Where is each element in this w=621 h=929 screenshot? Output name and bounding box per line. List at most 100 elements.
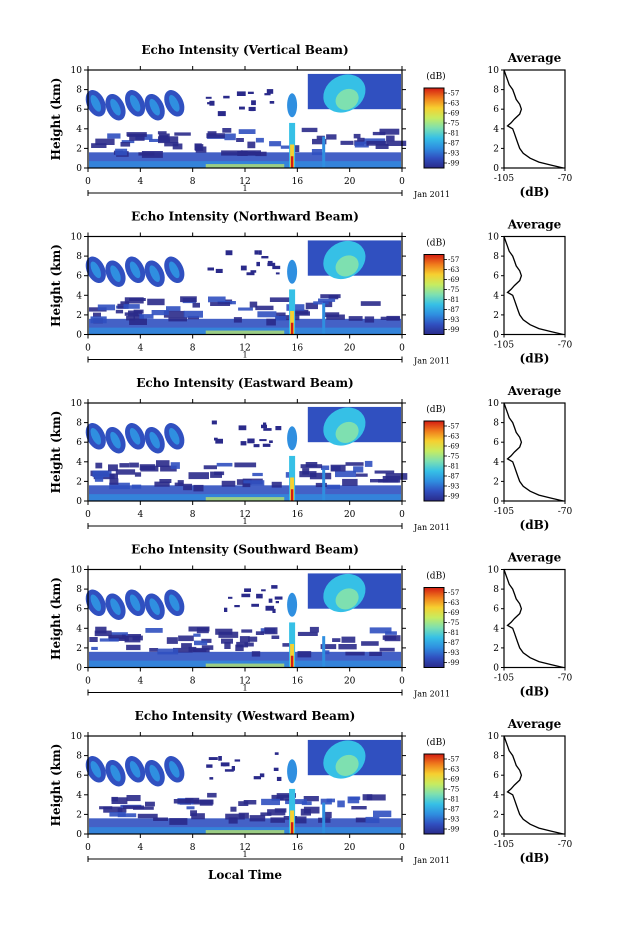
colorbar [423,753,445,835]
colorbar-unit: (dB) [426,737,445,748]
y-axis-label: Height (km) [49,744,63,827]
x-tick-label: 16 [292,677,304,687]
average-x-tick-label: -70 [558,840,573,850]
y-tick-label: 0 [76,331,82,341]
upper-cloud-peak [335,421,359,443]
colorbar-tick-label: -99 [448,659,459,667]
echo-cell-mid [357,137,365,142]
echo-cell-mid [166,306,181,312]
x-axis-label: Local Time [208,868,282,882]
average-y-tick-label: 2 [493,810,499,820]
echo-cell-mid [243,151,256,156]
x-tick-label: 16 [292,344,304,354]
panel-title: Echo Intensity (Northward Beam) [131,210,359,224]
echo-cell-mid [97,304,116,311]
echo-cell-mid [360,301,381,306]
echo-cell-mid [173,799,192,804]
colorbar-tick-label: -75 [448,120,459,128]
echo-cell-upper [256,593,263,599]
convective-anvil [287,93,298,118]
echo-cell-mid [92,470,112,478]
echo-cell-mid [323,811,332,818]
echo-cell-mid [221,480,236,487]
colorbar-tick-label: -99 [448,493,459,501]
colorbar [423,87,445,169]
echo-cell-mid [353,133,361,139]
average-title: Average [507,551,562,565]
echo-cell-mid [305,302,318,310]
x-tick-label: 8 [190,843,196,853]
echo-cell-mid [108,634,126,640]
echo-cell-mid [132,635,143,641]
colorbar-tick-label: -75 [448,786,459,794]
echo-cell-mid [208,296,226,303]
x-tick-label: 0 [399,677,405,687]
echo-cell-upper [247,91,254,94]
echo-cell-mid [206,133,225,139]
echo-cell-upper [240,441,247,446]
echo-cell-mid [117,813,137,818]
echo-cell-mid [194,640,208,646]
echo-cell-upper [275,601,279,604]
echo-cell-mid [312,138,327,145]
x-tick-label: 20 [344,677,356,687]
echo-cell-mid [257,311,277,318]
x-tick-label: 12 [239,510,250,520]
echo-cell-upper [268,598,273,603]
echo-cell-mid [370,479,389,483]
average-y-tick-label: 4 [493,125,499,135]
echo-cell-mid [99,806,113,810]
echo-cell-mid [93,312,101,317]
x-tick-label: 8 [190,510,196,520]
echo-cell-mid [107,133,121,139]
x-tick-label: 20 [344,843,356,853]
upper-cloud-peak [335,88,359,110]
average-y-tick-label: 2 [493,144,499,154]
echo-cell-mid [91,646,98,650]
echo-cell-mid [203,465,217,470]
echo-cell-mid [221,150,243,156]
echo-cell-mid [201,645,214,650]
echo-cell-mid [271,635,280,639]
echo-cell-mid [280,145,293,149]
x-tick-label: 0 [399,843,405,853]
average-y-tick-label: 6 [493,771,499,781]
echo-cloud-core [169,594,180,612]
average-y-tick-label: 2 [493,644,499,654]
colorbar-tick-label: -99 [448,826,459,834]
precip-streak [322,636,326,668]
echo-cell-mid [320,644,337,650]
echo-cell-upper [220,762,230,767]
average-y-tick-label: 8 [493,252,499,262]
echo-cell-mid [120,142,131,147]
echo-cloud-core [129,760,141,778]
x-tick-label: 0 [85,177,91,187]
x-tick-label: 0 [399,510,405,520]
y-tick-label: 8 [76,419,82,429]
echo-cell-upper [215,438,223,444]
echo-cell-mid [320,798,332,805]
y-tick-label: 2 [76,144,82,154]
average-title: Average [507,717,562,731]
echo-cell-mid [233,317,242,323]
y-tick-label: 8 [76,86,82,96]
echo-cell-upper [234,605,240,608]
colorbar [423,587,445,668]
echo-cell-upper [256,261,260,267]
echo-cell-mid [274,808,287,813]
echo-cell-upper [217,111,226,117]
y-tick-label: 0 [76,830,82,840]
echo-cell-mid [266,318,276,326]
echo-cell-mid [311,149,323,156]
echo-cell-mid [275,315,287,321]
echo-cell-upper [248,106,256,111]
echo-cell-upper [207,267,214,271]
echo-cell-mid [122,805,144,810]
colorbar-tick-label: -81 [448,296,459,304]
average-y-tick-label: 10 [488,233,500,243]
colorbar-tick-label: -87 [448,639,459,647]
average-y-tick-label: 8 [493,585,499,595]
echo-cell-upper [251,603,259,607]
echo-cell-mid [366,140,387,146]
echo-cell-mid [271,794,293,801]
